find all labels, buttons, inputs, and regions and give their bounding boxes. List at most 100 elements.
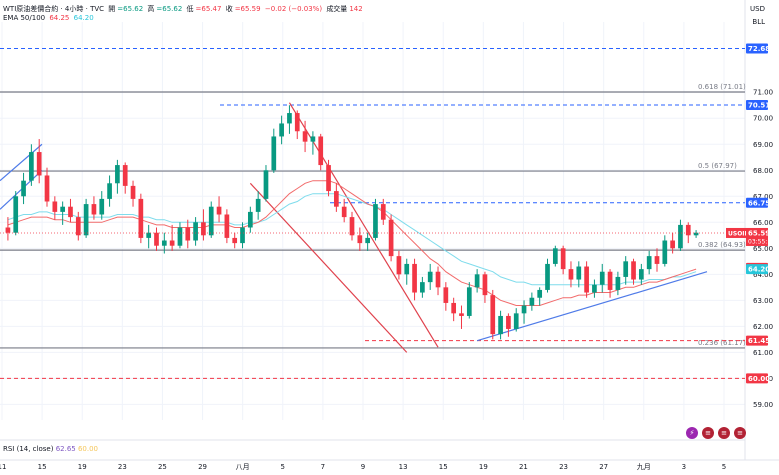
candle-body bbox=[326, 165, 331, 192]
x-tick-label: 13 bbox=[399, 463, 408, 471]
candle-body bbox=[99, 198, 105, 215]
candle-body bbox=[545, 263, 550, 290]
x-tick-label: 九月 bbox=[637, 462, 651, 471]
candle bbox=[420, 276, 425, 298]
candle bbox=[169, 224, 175, 251]
candle-body bbox=[349, 217, 355, 236]
candle-body bbox=[240, 227, 245, 244]
candle bbox=[177, 222, 183, 249]
candle bbox=[201, 209, 206, 241]
candle bbox=[474, 269, 480, 293]
candle bbox=[232, 232, 238, 249]
candle-body bbox=[373, 204, 378, 238]
candle bbox=[396, 250, 402, 280]
x-tick-label: 27 bbox=[599, 463, 608, 471]
x-tick-label: 21 bbox=[519, 463, 528, 471]
y-tick-label: 59.00 bbox=[753, 401, 773, 409]
candle bbox=[615, 271, 621, 296]
candle-body bbox=[232, 237, 238, 244]
candle-body bbox=[490, 295, 496, 335]
candle bbox=[29, 144, 34, 186]
candle bbox=[443, 282, 449, 311]
symbol-tag-label: USOIL bbox=[728, 230, 749, 237]
candle-body bbox=[552, 248, 558, 264]
candle bbox=[490, 289, 496, 340]
price-tag bbox=[746, 99, 768, 110]
y-tick-label: 65.00 bbox=[753, 245, 773, 253]
rsi-label: RSI (14, close) bbox=[3, 445, 54, 453]
rsi-value: 62.65 bbox=[55, 445, 76, 453]
candle-body bbox=[435, 271, 441, 288]
symbol-header: WTI原油差價合約 · 4小時 · TVC 開 =65.62 高 =65.62 低 =… bbox=[3, 4, 365, 14]
symbol-title: WTI原油差價合約 · 4小時 · TVC bbox=[3, 5, 105, 13]
x-tick-label: 19 bbox=[78, 463, 87, 471]
candle-body bbox=[506, 315, 511, 329]
candle bbox=[138, 193, 144, 244]
us-flag-icon[interactable]: ≡ bbox=[718, 427, 730, 439]
candle bbox=[255, 191, 261, 220]
ema-legend[interactable]: EMA 50/100 64.25 64.20 bbox=[3, 14, 96, 22]
candle bbox=[513, 308, 519, 332]
candle-body bbox=[5, 227, 11, 233]
change-value: −0.02 (−0.03%) bbox=[264, 5, 323, 13]
price-tag-label: 61.45 bbox=[748, 337, 770, 345]
candle bbox=[83, 198, 89, 238]
candle-body bbox=[529, 297, 535, 306]
candle-body bbox=[576, 266, 582, 280]
candle bbox=[451, 297, 457, 322]
x-tick-label: 15 bbox=[439, 463, 448, 471]
candle-body bbox=[670, 240, 675, 249]
candle-body bbox=[412, 263, 417, 293]
candle bbox=[310, 131, 316, 155]
candle bbox=[318, 133, 324, 171]
candle bbox=[654, 248, 660, 272]
candle bbox=[75, 211, 81, 241]
candle-body bbox=[693, 232, 699, 236]
trendline bbox=[249, 182, 408, 353]
candle bbox=[576, 261, 582, 288]
y-tick-label: 66.00 bbox=[753, 219, 773, 227]
x-tick-label: 19 bbox=[479, 463, 488, 471]
candle-body bbox=[662, 240, 668, 264]
candle-body bbox=[279, 123, 284, 137]
candle bbox=[271, 128, 277, 173]
x-tick-label: 9 bbox=[361, 463, 365, 471]
rsi-legend[interactable]: RSI (14, close) 62.65 60.00 bbox=[3, 445, 98, 453]
ema100-line bbox=[7, 193, 697, 286]
candle bbox=[349, 211, 355, 241]
fib-label: 0.5 (67.97) bbox=[698, 162, 737, 170]
candle-body bbox=[138, 198, 144, 238]
candle bbox=[623, 256, 629, 285]
candle bbox=[412, 258, 417, 301]
x-tick-label: 15 bbox=[38, 463, 47, 471]
candle bbox=[13, 191, 19, 236]
candle-body bbox=[21, 180, 26, 197]
price-tag-label: 70.51 bbox=[748, 101, 770, 109]
candle bbox=[302, 120, 308, 153]
currency-label[interactable]: USD bbox=[750, 5, 765, 13]
candle bbox=[146, 224, 152, 249]
symbol-tag bbox=[726, 227, 746, 238]
candle bbox=[208, 201, 214, 238]
candle bbox=[287, 105, 292, 134]
candle-body bbox=[513, 313, 519, 329]
candle bbox=[506, 313, 511, 337]
y-tick-label: 70.00 bbox=[753, 115, 773, 123]
candle bbox=[498, 310, 503, 340]
x-tick-label: 3 bbox=[682, 463, 686, 471]
price-tag bbox=[746, 335, 768, 346]
rsi-ma-value: 60.00 bbox=[77, 445, 99, 453]
lightning-icon[interactable]: ⚡ bbox=[686, 427, 698, 439]
candle bbox=[631, 258, 636, 285]
candle-body bbox=[404, 263, 410, 275]
candle-body bbox=[380, 204, 386, 220]
us-flag-icon[interactable]: ≡ bbox=[734, 427, 746, 439]
candle bbox=[678, 219, 683, 251]
us-flag-icon[interactable]: ≡ bbox=[702, 427, 714, 439]
candle-body bbox=[560, 248, 566, 270]
countdown-label: 03:55:14 bbox=[748, 238, 775, 245]
candle bbox=[224, 209, 230, 244]
candle bbox=[341, 198, 347, 223]
candle bbox=[115, 159, 120, 194]
candle-body bbox=[294, 113, 300, 132]
